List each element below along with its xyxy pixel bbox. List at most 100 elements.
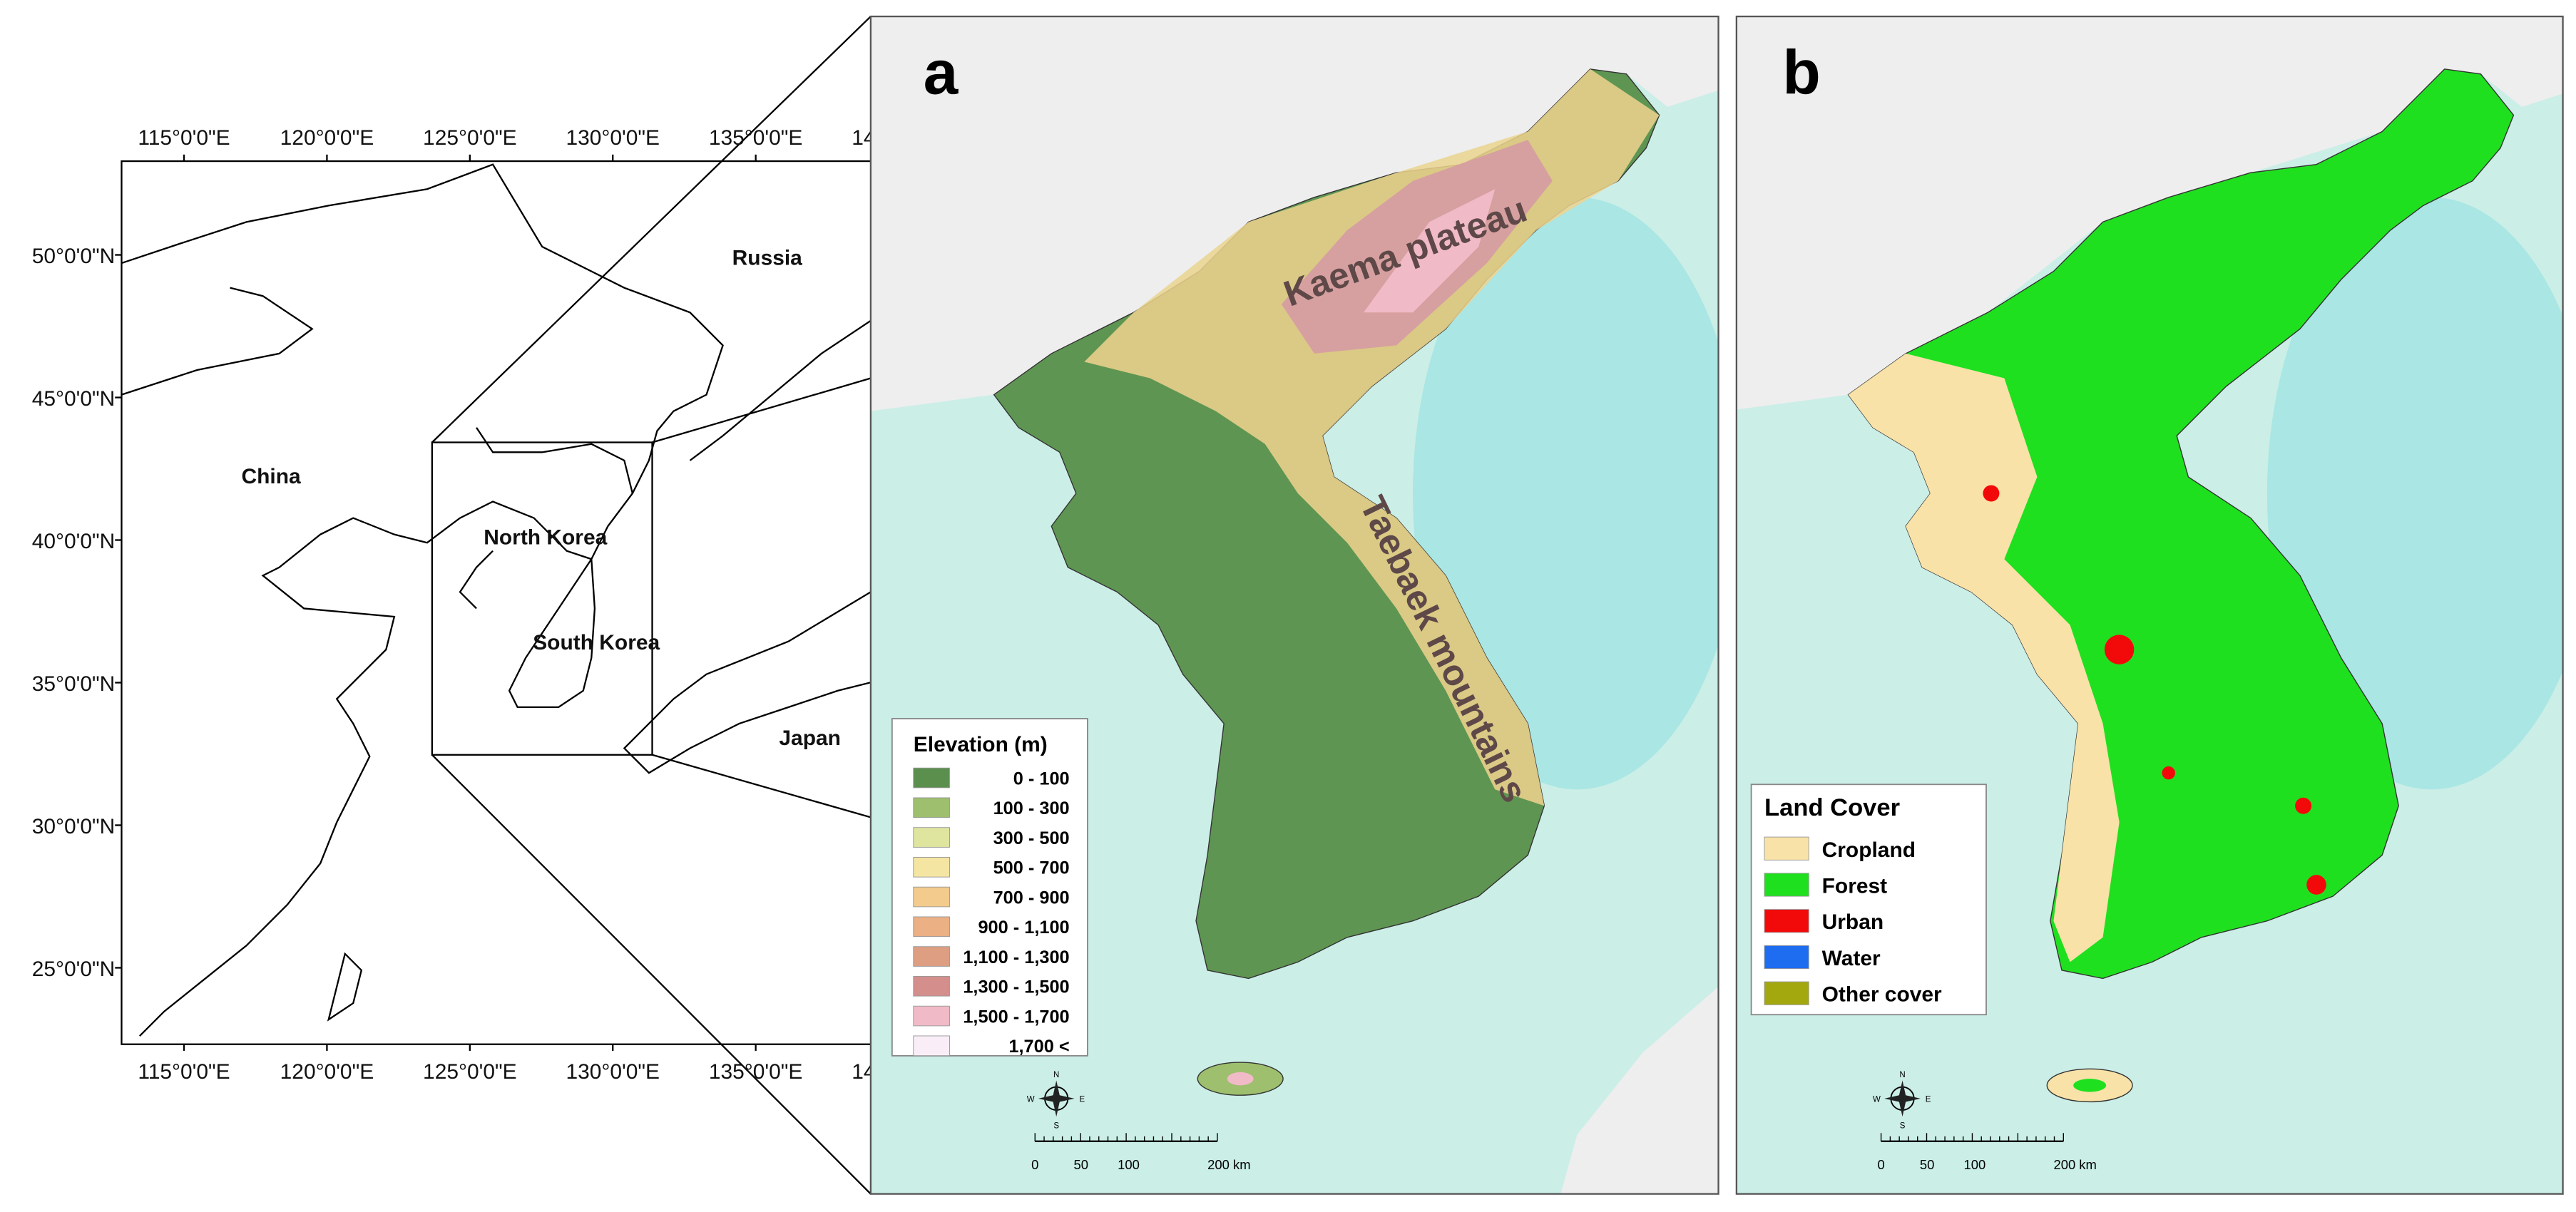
legend-label: 0 - 100 xyxy=(1013,769,1070,789)
legend-label: 500 - 700 xyxy=(993,858,1070,878)
mainland xyxy=(870,16,1719,411)
highlands xyxy=(1084,68,1660,806)
legend-label: Other cover xyxy=(1822,983,1942,1007)
y-tick-label: 35°0'0"N xyxy=(32,672,116,696)
legend-label: Cropland xyxy=(1822,838,1916,862)
leader-line xyxy=(652,377,872,443)
compass-label: S xyxy=(1053,1121,1059,1130)
leader-line xyxy=(431,16,872,443)
y-tick-label: 30°0'0"N xyxy=(32,815,116,838)
scale-label: 50 xyxy=(1073,1157,1088,1172)
legend-swatch xyxy=(1764,981,1809,1005)
legend-label: 1,100 - 1,300 xyxy=(963,947,1069,967)
legend-label: 700 - 900 xyxy=(993,888,1070,908)
legend: Cropland Forest Urban Water Other cover xyxy=(1764,836,1942,1007)
scale-label: 50 xyxy=(1920,1157,1935,1172)
legend-swatch xyxy=(1764,836,1809,861)
legend-swatch xyxy=(913,827,950,848)
cropland xyxy=(1848,353,2120,962)
mainland xyxy=(1736,16,2563,410)
urban xyxy=(2162,766,2175,780)
x-tick-label: 125°0'0"E xyxy=(423,1060,517,1084)
x-tick-label: 125°0'0"E xyxy=(423,126,517,150)
japan xyxy=(1560,986,1719,1194)
urban xyxy=(1983,485,2000,502)
scale-label: 0 xyxy=(1877,1157,1884,1172)
y-tick-label: 25°0'0"N xyxy=(32,957,116,981)
compass-star xyxy=(1884,1080,1921,1117)
x-tick-label: 130°0'0"E xyxy=(566,1060,660,1084)
legend-swatch xyxy=(913,916,950,938)
legend-title: Land Cover xyxy=(1764,794,1900,821)
legend-label: 900 - 1,100 xyxy=(978,918,1069,938)
legend: 0 - 100 100 - 300 300 - 500 500 - 700 700 - … xyxy=(913,767,1070,1057)
y-tick-label: 45°0'0"N xyxy=(32,387,116,411)
deep-sea xyxy=(2266,197,2563,790)
compass-label: E xyxy=(1926,1095,1931,1104)
country-label: South Korea xyxy=(533,631,660,654)
legend-swatch xyxy=(1764,873,1809,897)
panel-a: a Kaema plateau Taebaek mountains Elevat… xyxy=(869,15,1719,1195)
country-label: Japan xyxy=(779,726,841,750)
legend-swatch xyxy=(913,797,950,818)
legend-swatch xyxy=(913,975,950,997)
legend-swatch xyxy=(1764,945,1809,970)
urban xyxy=(2295,797,2312,814)
compass-label: W xyxy=(1873,1095,1881,1104)
scale-label: 200 km xyxy=(2053,1157,2096,1172)
legend-label: 1,500 - 1,700 xyxy=(963,1007,1069,1027)
x-tick-label: 130°0'0"E xyxy=(566,126,660,150)
panel-frame xyxy=(1735,15,2564,1195)
country-label: China xyxy=(242,465,301,488)
compass-label: N xyxy=(1053,1071,1059,1079)
compass-label: N xyxy=(1899,1071,1905,1079)
compass-star xyxy=(1038,1080,1075,1117)
legend-label: 1,700 < xyxy=(1008,1037,1069,1057)
legend-box xyxy=(1750,784,1987,1016)
deep-sea xyxy=(1413,197,1719,790)
scale-label: 200 km xyxy=(1207,1157,1250,1172)
panel-letter: b xyxy=(1782,37,1820,107)
y-tick-label: 50°0'0"N xyxy=(32,245,116,268)
legend-label: Water xyxy=(1822,947,1881,970)
compass-label: W xyxy=(1027,1095,1035,1104)
country-label: North Korea xyxy=(484,525,607,549)
compass-label: E xyxy=(1079,1095,1085,1104)
scale-label: 100 xyxy=(1964,1157,1986,1172)
urban xyxy=(2104,635,2135,664)
legend-swatch xyxy=(913,1005,950,1027)
x-tick-label: 135°0'0"E xyxy=(709,126,803,150)
compass-label: S xyxy=(1900,1121,1906,1130)
scale-label: 100 xyxy=(1118,1157,1140,1172)
legend-swatch xyxy=(913,856,950,878)
legend-label: Forest xyxy=(1822,874,1888,898)
panel-frame xyxy=(869,15,1719,1195)
legend-swatch xyxy=(913,767,950,789)
leader-line xyxy=(652,754,872,818)
panel-letter: a xyxy=(924,37,959,107)
legend-swatch xyxy=(913,946,950,967)
locator-map: 115°0'0"E 115°0'0"E 120°0'0"E 120°0'0"E 125°… xyxy=(32,16,946,1195)
legend-swatch xyxy=(913,886,950,908)
legend-label: Urban xyxy=(1822,910,1884,934)
coastlines xyxy=(121,163,871,1037)
leader-line xyxy=(431,754,872,1195)
x-tick-label: 120°0'0"E xyxy=(280,1060,374,1084)
scale-label: 0 xyxy=(1031,1157,1038,1172)
urban xyxy=(2306,875,2326,895)
jeju-forest xyxy=(2073,1079,2107,1092)
legend-label: 100 - 300 xyxy=(993,798,1070,818)
legend-label: 1,300 - 1,500 xyxy=(963,977,1069,997)
legend-title: Elevation (m) xyxy=(914,733,1048,756)
scale-bars: 0 50 100 200 km N S E W 0 50 100 200 km N S E W xyxy=(1027,1071,2097,1172)
country-label: Russia xyxy=(732,246,803,269)
inset-box xyxy=(431,441,653,756)
legend-swatch xyxy=(1764,909,1809,933)
x-tick-label: 120°0'0"E xyxy=(280,126,374,150)
x-tick-label: 115°0'0"E xyxy=(138,126,230,150)
plateau-peak xyxy=(1363,189,1496,313)
x-tick-label: 135°0'0"E xyxy=(709,1060,803,1084)
y-tick-label: 40°0'0"N xyxy=(32,530,116,553)
x-tick-label: 115°0'0"E xyxy=(138,1060,230,1084)
